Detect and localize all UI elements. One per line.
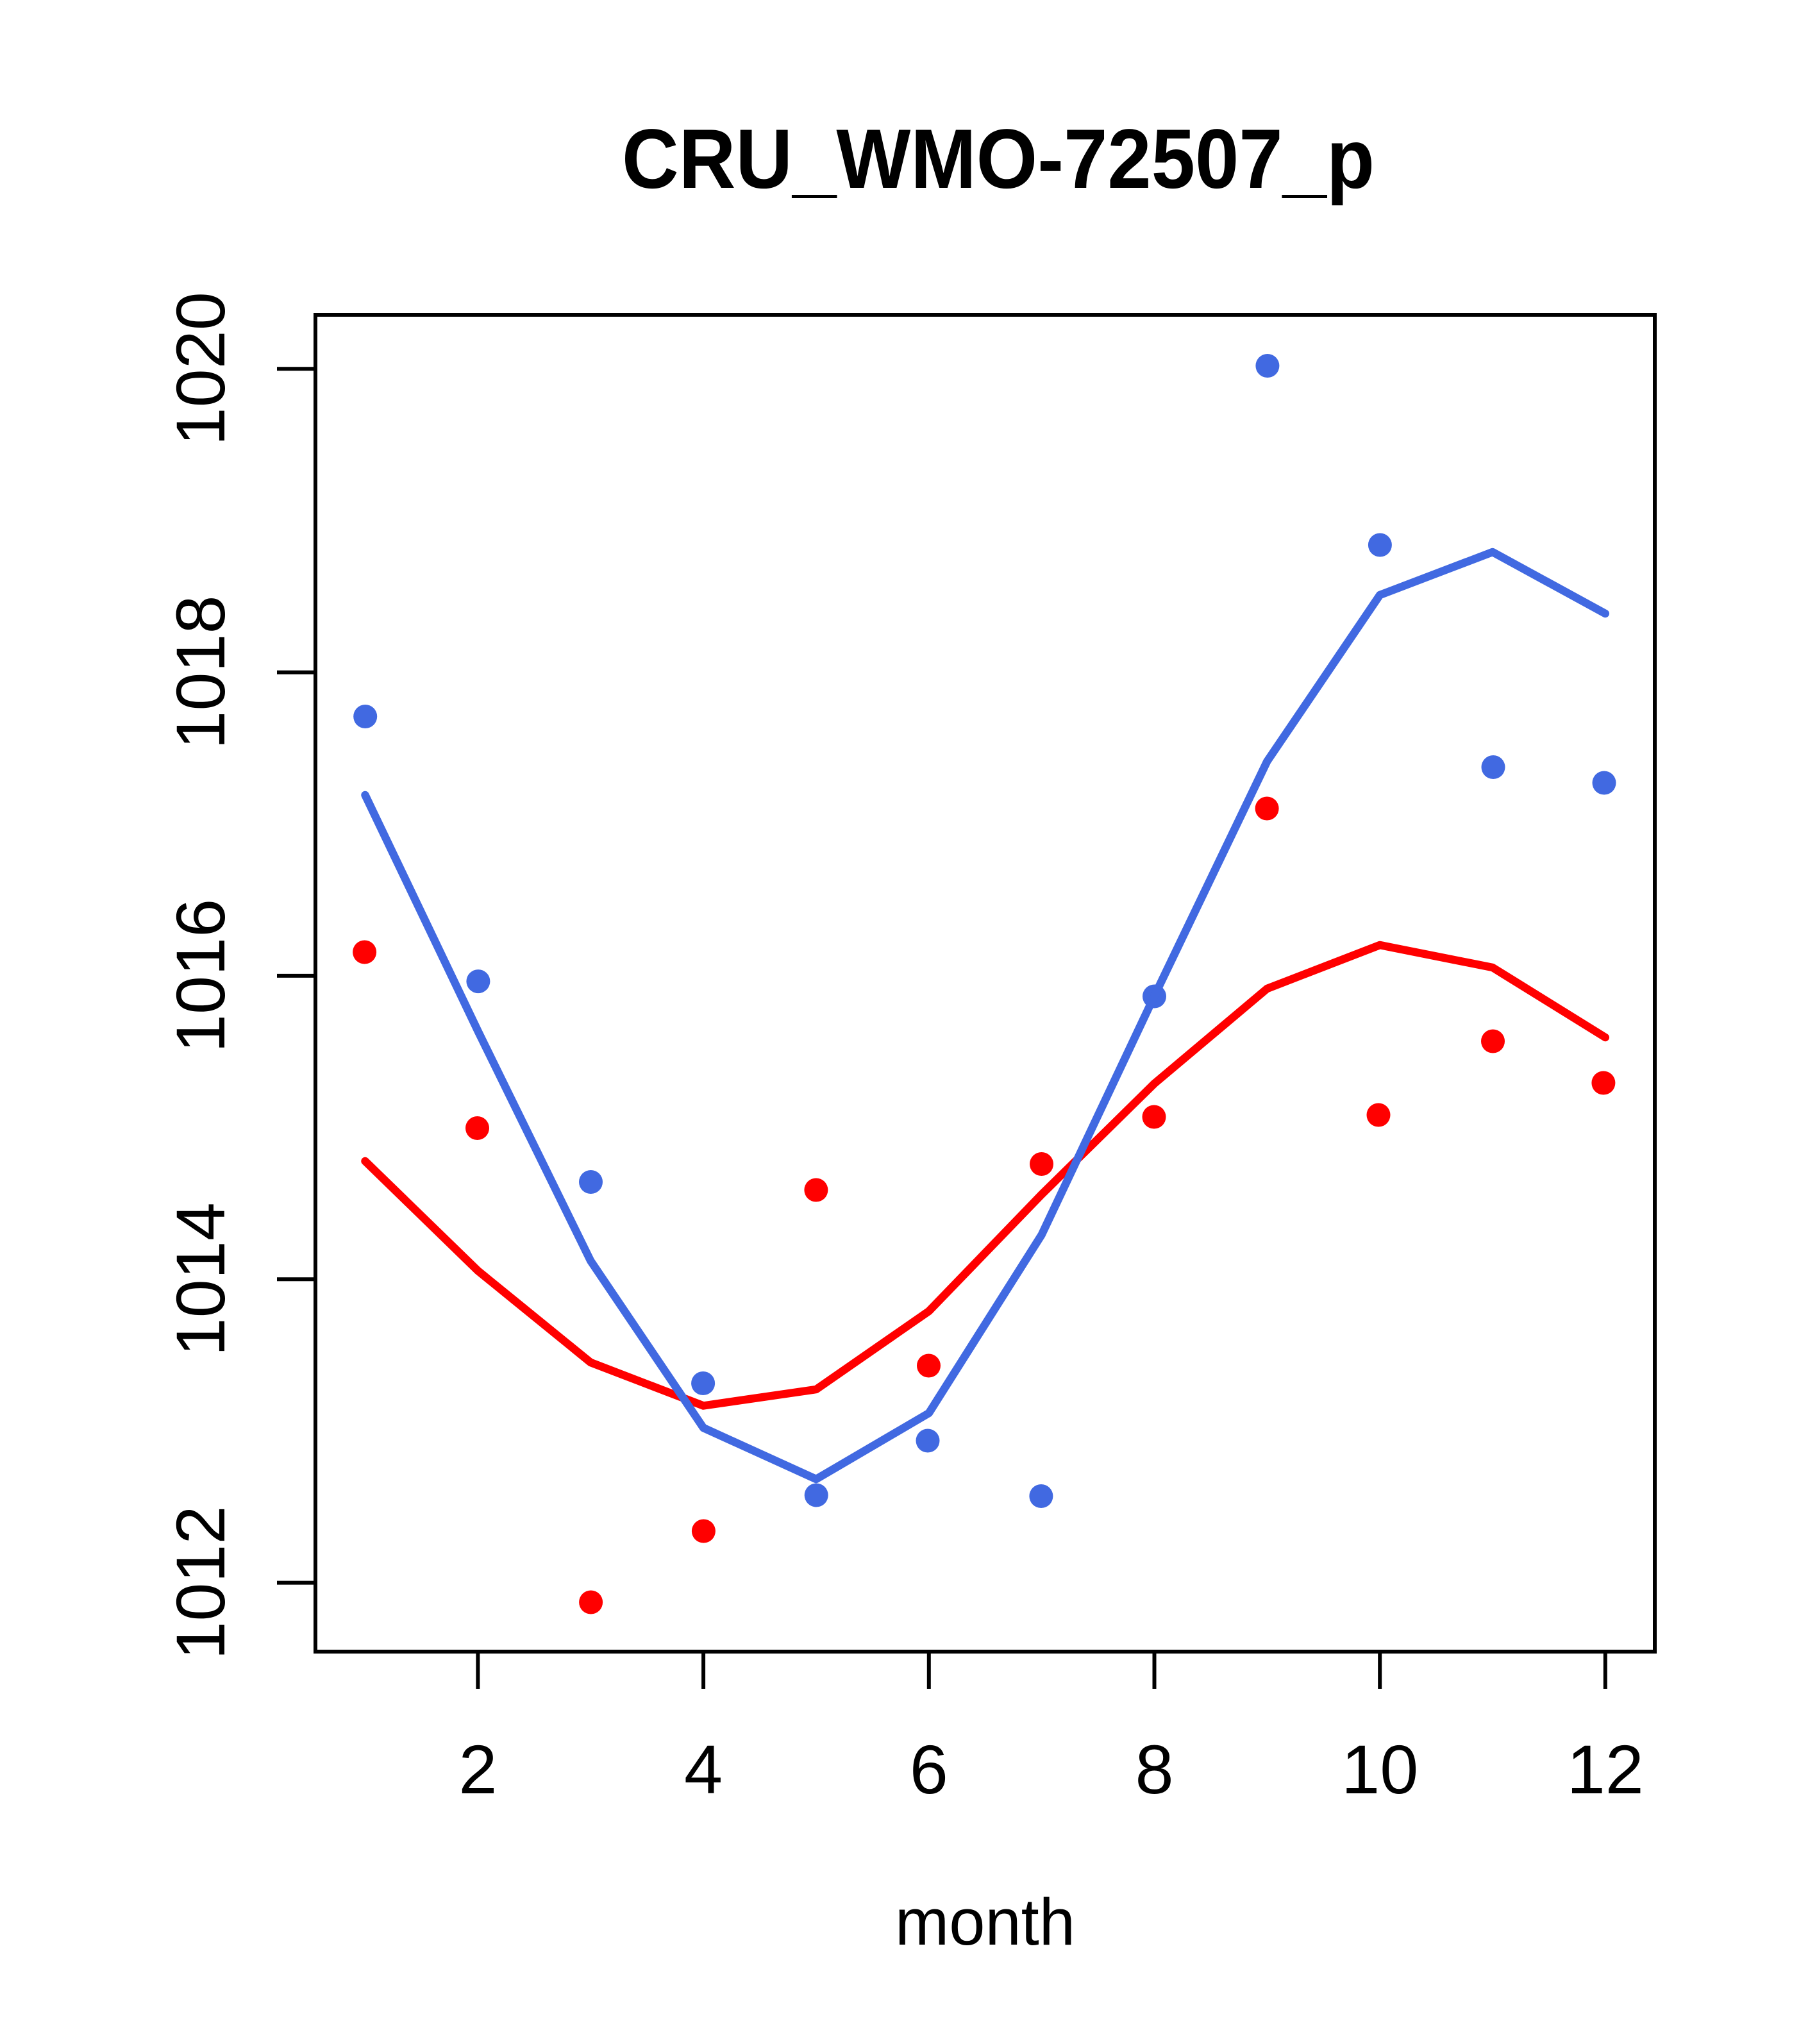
svg-text:12: 12 xyxy=(1567,1730,1644,1808)
svg-text:1016: 1016 xyxy=(162,899,239,1053)
svg-text:month: month xyxy=(895,1885,1075,1959)
svg-text:1012: 1012 xyxy=(162,1505,239,1659)
svg-text:8: 8 xyxy=(1135,1730,1173,1808)
svg-text:1020: 1020 xyxy=(162,292,239,446)
svg-text:6: 6 xyxy=(910,1730,948,1808)
svg-text:CRU_WMO-72507_p: CRU_WMO-72507_p xyxy=(622,112,1375,206)
svg-text:2: 2 xyxy=(458,1730,497,1808)
svg-text:1014: 1014 xyxy=(162,1202,239,1356)
svg-text:10: 10 xyxy=(1341,1730,1418,1808)
svg-text:1018: 1018 xyxy=(162,595,239,749)
svg-text:4: 4 xyxy=(684,1730,723,1808)
